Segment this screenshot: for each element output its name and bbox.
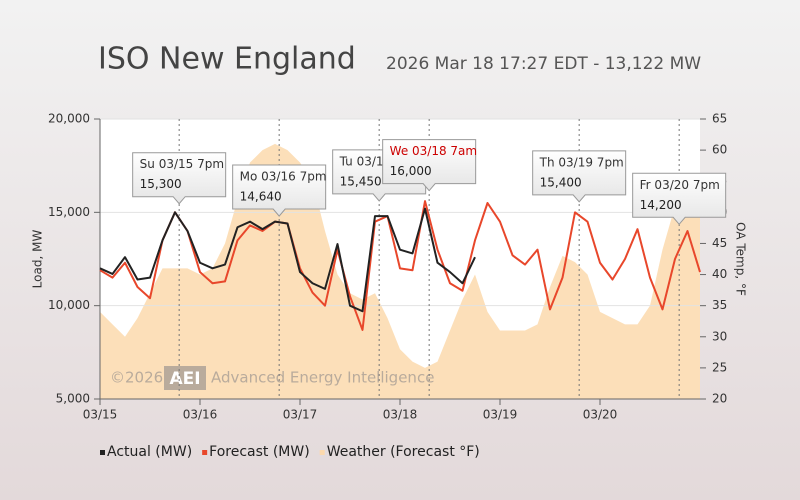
y2-tick-label: 65: [712, 112, 727, 126]
callout-value: 14,200: [640, 198, 682, 212]
callout: Fr 03/20 7pm 14,200: [632, 172, 727, 226]
callout: Su 03/15 7pm 15,300: [132, 152, 227, 205]
callout-box: [632, 172, 727, 226]
legend-label: Actual (MW): [107, 444, 192, 460]
legend-swatch: [319, 450, 325, 455]
y2-tick-label: 20: [712, 392, 727, 406]
callout-box: [232, 164, 327, 217]
x-tick-label: 03/16: [183, 408, 218, 422]
y-tick-label: 15,000: [48, 205, 90, 219]
y-tick-label: 20,000: [48, 112, 90, 126]
callout: We 03/18 7am 16,000: [382, 139, 477, 192]
watermark-logo-box: [164, 366, 206, 390]
y2-tick-label: 35: [712, 298, 727, 312]
callout-box: [382, 139, 477, 192]
callout-label: Fr 03/20 7pm: [640, 178, 720, 192]
callout-value: 15,400: [540, 175, 582, 189]
y-tick-label: 5,000: [56, 392, 90, 406]
y2-axis-label: OA Temp, °F: [734, 222, 748, 296]
watermark-text: Advanced Energy Intelligence: [211, 369, 434, 387]
legend-label: Weather (Forecast °F): [327, 444, 480, 460]
x-tick-label: 03/15: [83, 408, 118, 422]
callout-value: 15,300: [140, 177, 182, 191]
callout: Th 03/19 7pm 15,400: [532, 150, 627, 203]
callout-label: Su 03/15 7pm: [140, 157, 224, 171]
watermark-year: ©2026: [110, 369, 163, 387]
callout-value: 15,450: [340, 174, 382, 188]
x-tick-label: 03/19: [483, 408, 518, 422]
load-line: [99, 200, 701, 331]
callout-box: [532, 150, 627, 203]
chart-subtitle: 2026 Mar 18 17:27 EDT - 13,122 MW: [386, 54, 701, 74]
y-axis-label: Load, MW: [31, 230, 45, 289]
callout: Mo 03/16 7pm 14,640: [232, 164, 327, 217]
x-tick-label: 03/20: [583, 408, 618, 422]
y2-tick-label: 30: [712, 329, 727, 343]
callout-box: [132, 152, 227, 205]
callout-label: Th 03/19 7pm: [539, 155, 624, 169]
y2-tick-label: 25: [712, 360, 727, 374]
y2-tick-label: 60: [712, 143, 727, 157]
x-tick-label: 03/18: [383, 408, 418, 422]
load-line: [99, 207, 476, 313]
callout-value: 14,640: [240, 190, 282, 204]
callout-label: Mo 03/16 7pm: [240, 170, 327, 184]
x-tick-label: 03/17: [283, 408, 318, 422]
callout-label: We 03/18 7am: [390, 144, 477, 158]
legend-swatch: [202, 450, 208, 455]
watermark: ©2026 AEI Advanced Energy Intelligence: [110, 366, 434, 390]
legend-swatch: [100, 450, 105, 455]
y2-tick-label: 45: [712, 236, 727, 250]
chart-title: ISO New England: [98, 42, 356, 77]
legend-label: Forecast (MW): [209, 444, 310, 460]
y-tick-label: 10,000: [48, 298, 90, 312]
y2-tick-label: 40: [712, 267, 727, 281]
watermark-logo: AEI: [169, 369, 200, 389]
callout-value: 16,000: [390, 164, 432, 178]
